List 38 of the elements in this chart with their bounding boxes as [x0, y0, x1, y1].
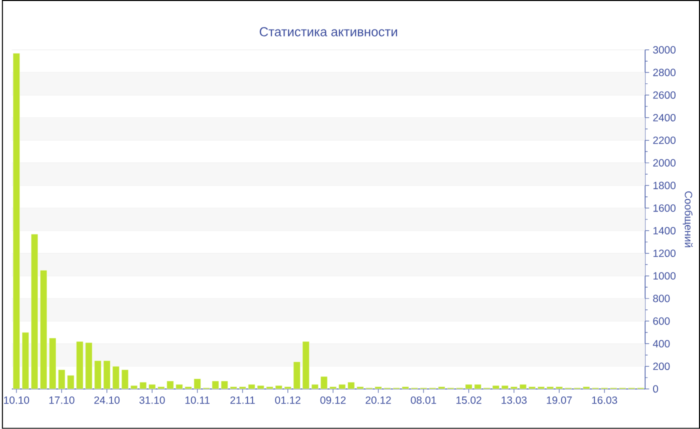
y-tick-label: 3000 — [653, 46, 676, 54]
x-tick-label: 13.03 — [502, 396, 527, 404]
y-tick-label: 600 — [653, 318, 670, 325]
y-tick-label: 800 — [653, 294, 670, 302]
x-tick-label: 16.03 — [592, 396, 618, 404]
x-tick-label: 10.10 — [4, 396, 30, 404]
x-tick-label: 17.10 — [49, 396, 74, 404]
bar — [510, 386, 518, 390]
y-tick-label: 200 — [653, 362, 670, 370]
bar — [121, 370, 129, 390]
bar — [320, 376, 328, 390]
x-tick-label: 20.12 — [366, 396, 391, 404]
x-tick-label: 10.11 — [185, 396, 210, 404]
y-tick-label: 0 — [653, 385, 658, 393]
x-tick-label: 19.07 — [546, 396, 572, 404]
x-tick-label: 21.11 — [230, 396, 255, 404]
y-tick-label: 1800 — [653, 182, 676, 190]
y-tick-label: 1400 — [653, 227, 676, 234]
bar — [519, 384, 527, 390]
x-tick-label: 09.12 — [320, 396, 346, 404]
x-tick-label: 31.10 — [139, 396, 165, 404]
y-tick-label: 2200 — [653, 136, 676, 144]
bar — [130, 385, 138, 390]
y-tick-label: 400 — [652, 340, 670, 348]
chart-title: Статистика активности — [260, 27, 398, 36]
y-tick-label: 1000 — [653, 272, 676, 280]
y-axis-title: Сообщений — [682, 192, 693, 248]
x-tick-label: 15.02 — [456, 396, 482, 404]
y-tick-label: 2800 — [653, 68, 676, 76]
x-tick-label: 24.10 — [94, 396, 120, 404]
y-tick-label: 2000 — [653, 159, 676, 167]
bar — [220, 380, 228, 390]
y-tick-label: 1200 — [653, 250, 676, 258]
y-tick-label: 2600 — [653, 91, 676, 99]
y-tick-label: 2400 — [653, 114, 676, 122]
x-tick-label: 08.01 — [410, 396, 436, 404]
y-tick-label: 1600 — [653, 204, 676, 212]
x-tick-label: 01.12 — [275, 396, 300, 404]
